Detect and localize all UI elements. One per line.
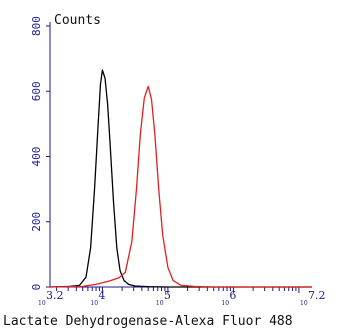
x-tick-exponent: 5 xyxy=(164,289,171,302)
x-tick-exponent: 4 xyxy=(98,289,105,302)
x-tick-label: 103.2 xyxy=(38,289,64,307)
x-tick-base: 10 xyxy=(38,300,46,307)
series-line-2 xyxy=(49,85,312,288)
x-tick-exponent: 3.2 xyxy=(46,289,64,302)
series-line-1 xyxy=(49,69,312,288)
y-tick-label: 800 xyxy=(30,16,43,36)
x-tick-label: 104 xyxy=(90,289,105,307)
x-tick-exponent: 6 xyxy=(229,289,236,302)
x-tick-label: 107.2 xyxy=(300,289,326,307)
x-tick-base: 10 xyxy=(156,300,164,307)
y-tick-label: 600 xyxy=(30,81,43,101)
x-tick-base: 10 xyxy=(90,300,98,307)
x-tick-exponent: 7.2 xyxy=(308,289,326,302)
x-tick-base: 10 xyxy=(221,300,229,307)
x-tick-label: 106 xyxy=(221,289,236,307)
y-axis-ticks: 0 200 400 600 800 xyxy=(30,16,50,290)
series-layer xyxy=(49,69,312,288)
x-tick-base: 10 xyxy=(300,300,308,307)
y-tick-label: 400 xyxy=(30,147,43,167)
y-tick-label: 0 xyxy=(30,284,43,291)
y-tick-label: 200 xyxy=(30,212,43,232)
x-tick-label: 105 xyxy=(156,289,171,307)
y-axis-label: Counts xyxy=(54,13,101,28)
x-axis-label: Lactate Dehydrogenase-Alexa Fluor 488 xyxy=(3,314,293,329)
plot-area xyxy=(49,22,312,288)
